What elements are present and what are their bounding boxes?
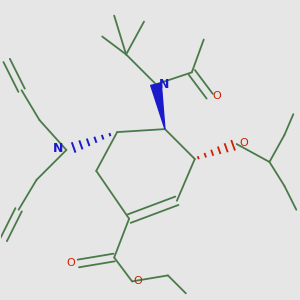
Text: N: N [53, 142, 63, 155]
Text: O: O [67, 259, 75, 269]
Text: N: N [159, 78, 169, 91]
Text: O: O [134, 276, 142, 286]
Text: O: O [240, 137, 248, 148]
Polygon shape [151, 83, 165, 129]
Text: O: O [213, 91, 221, 101]
